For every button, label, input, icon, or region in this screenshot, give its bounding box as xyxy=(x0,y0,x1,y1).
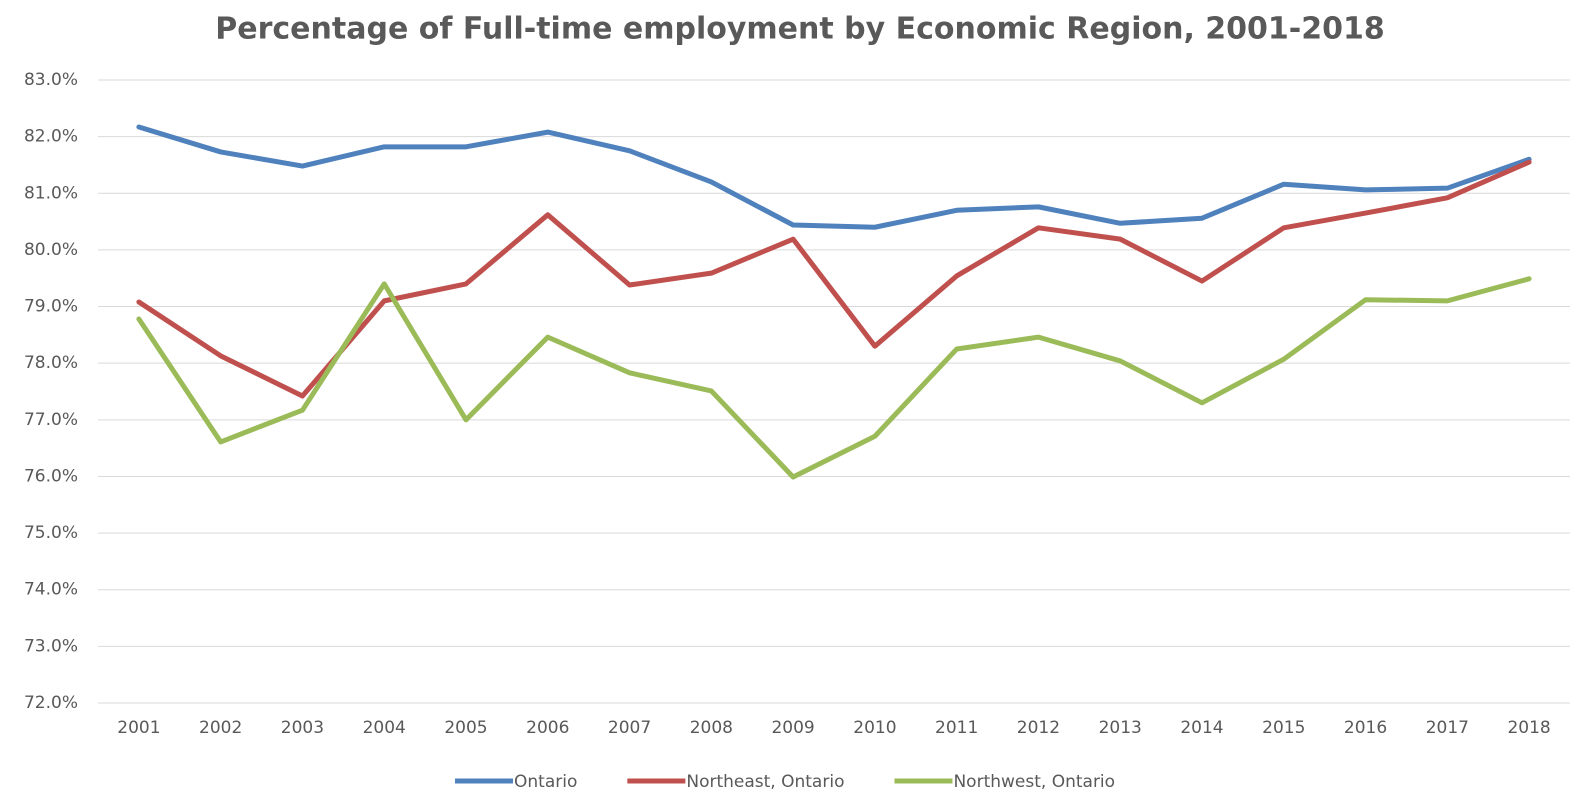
legend-label: Ontario xyxy=(514,772,577,792)
x-tick-label: 2003 xyxy=(281,718,324,738)
y-tick-label: 79.0% xyxy=(24,297,78,317)
x-tick-label: 2010 xyxy=(853,718,896,738)
series-line xyxy=(136,159,1532,399)
x-tick-label: 2013 xyxy=(1099,718,1142,738)
y-tick-label: 73.0% xyxy=(24,636,78,656)
x-tick-label: 2017 xyxy=(1426,718,1469,738)
chart-title: Percentage of Full-time employment by Ec… xyxy=(215,12,1384,47)
y-tick-label: 81.0% xyxy=(24,183,78,203)
x-tick-label: 2001 xyxy=(117,718,160,738)
y-tick-label: 74.0% xyxy=(24,580,78,600)
legend-label: Northeast, Ontario xyxy=(686,772,844,792)
y-tick-label: 76.0% xyxy=(24,466,78,486)
y-tick-label: 80.0% xyxy=(24,240,78,260)
y-tick-label: 82.0% xyxy=(24,127,78,147)
x-tick-label: 2005 xyxy=(444,718,487,738)
x-tick-label: 2008 xyxy=(690,718,733,738)
y-tick-label: 75.0% xyxy=(24,523,78,543)
x-tick-label: 2012 xyxy=(1017,718,1060,738)
series-line xyxy=(136,124,1532,230)
x-tick-label: 2015 xyxy=(1262,718,1305,738)
x-tick-label: 2016 xyxy=(1344,718,1387,738)
x-tick-label: 2006 xyxy=(526,718,569,738)
x-tick-label: 2014 xyxy=(1180,718,1223,738)
x-tick-label: 2011 xyxy=(935,718,978,738)
series-line xyxy=(136,276,1532,480)
y-tick-label: 78.0% xyxy=(24,353,78,373)
y-tick-label: 83.0% xyxy=(24,70,78,90)
x-tick-label: 2007 xyxy=(608,718,651,738)
x-tick-label: 2004 xyxy=(363,718,406,738)
legend-label: Northwest, Ontario xyxy=(953,772,1115,792)
x-tick-label: 2002 xyxy=(199,718,242,738)
y-tick-label: 77.0% xyxy=(24,410,78,430)
x-tick-label: 2009 xyxy=(771,718,814,738)
y-tick-label: 72.0% xyxy=(24,693,78,713)
x-tick-label: 2018 xyxy=(1507,718,1550,738)
